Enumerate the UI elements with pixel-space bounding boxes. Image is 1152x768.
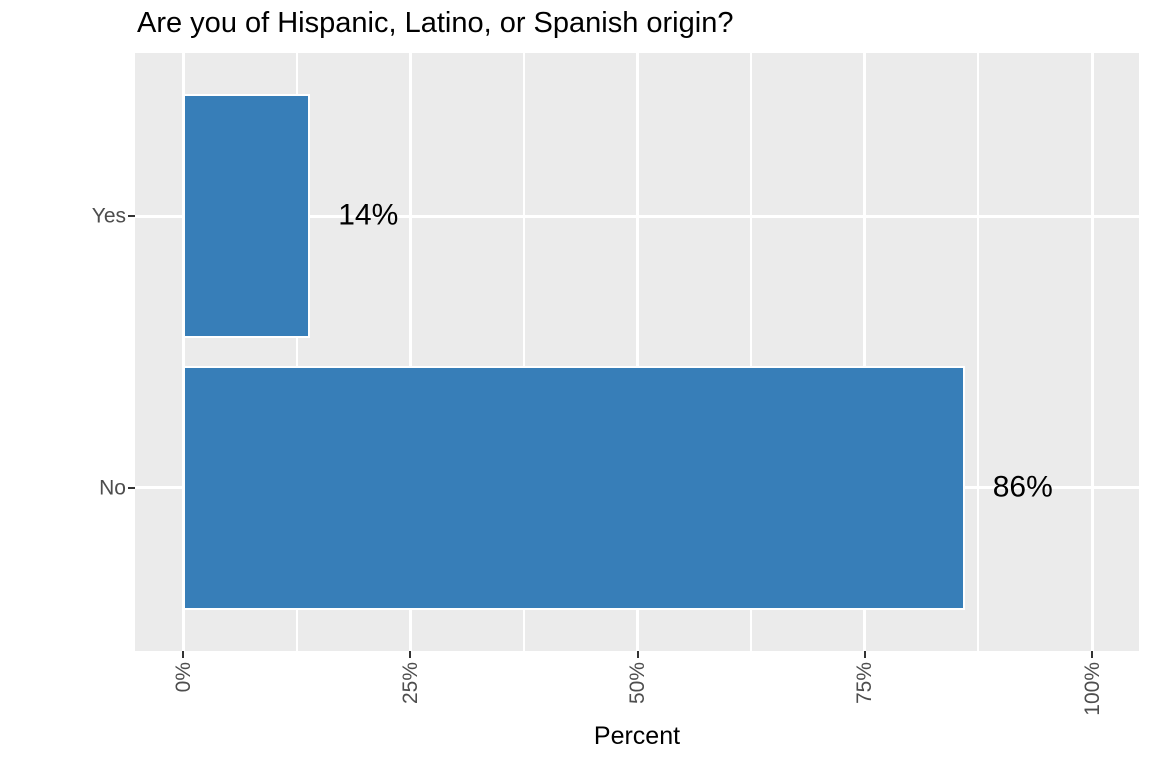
x-tick-label: 50% <box>626 662 649 705</box>
plot-panel <box>135 53 1139 651</box>
x-axis-tick <box>409 651 412 658</box>
x-axis-tick <box>636 651 639 658</box>
y-axis-tick <box>128 215 135 218</box>
x-tick-label: 100% <box>1080 662 1104 716</box>
gridline-minor-vertical <box>522 53 525 651</box>
bar-value-label: 86% <box>992 470 1053 504</box>
gridline-minor-vertical <box>977 53 980 651</box>
gridline-minor-vertical <box>750 53 753 651</box>
gridline-major-vertical <box>408 53 412 651</box>
gridline-major-horizontal <box>135 214 1139 218</box>
x-axis-tick <box>182 651 184 658</box>
chart-title: Are you of Hispanic, Latino, or Spanish … <box>137 7 734 39</box>
x-axis-title: Percent <box>593 722 681 750</box>
bar-no <box>183 365 965 611</box>
x-tick-label: 0% <box>171 662 195 693</box>
gridline-minor-vertical <box>295 53 298 651</box>
gridline-major-vertical <box>181 53 185 651</box>
gridline-major-vertical <box>863 53 867 651</box>
x-axis-tick <box>1091 651 1093 658</box>
gridline-major-vertical <box>1090 53 1094 651</box>
y-tick-label-no: No <box>99 476 126 500</box>
x-axis-tick <box>863 651 866 658</box>
bar-value-label: 14% <box>338 198 399 232</box>
bar-yes <box>183 93 311 339</box>
x-tick-label: 25% <box>398 662 422 705</box>
y-tick-label-yes: Yes <box>91 204 126 228</box>
gridline-major-vertical <box>636 53 639 651</box>
x-tick-label: 75% <box>853 662 877 705</box>
y-axis-tick <box>128 486 135 489</box>
